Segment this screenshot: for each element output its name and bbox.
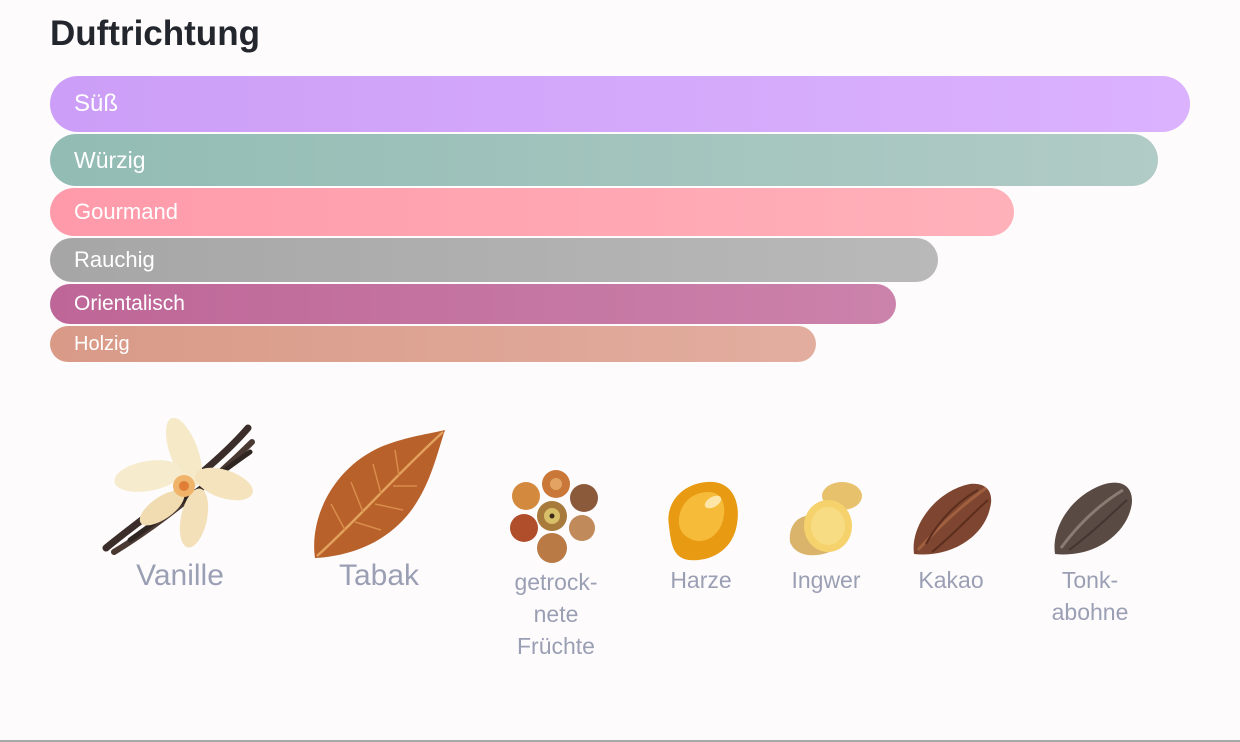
ingredient-tabak: Tabak bbox=[305, 426, 453, 592]
ingredient-label: Vanille bbox=[136, 559, 224, 592]
ingredient-label: Ingwer bbox=[791, 567, 861, 593]
scent-bar-label: Würzig bbox=[74, 146, 146, 173]
ingredient-harze: Harze bbox=[656, 478, 746, 596]
ingredient-ingwer: Ingwer bbox=[780, 476, 872, 596]
scent-bar-gourmand: Gourmand bbox=[50, 188, 1015, 236]
cocoa-pod-icon bbox=[913, 483, 992, 555]
scent-bar-label: Süß bbox=[74, 90, 119, 117]
ingredient-label: Tonk- abohne bbox=[1051, 567, 1129, 625]
tonka-bean-icon bbox=[1054, 482, 1132, 555]
ginger-icon bbox=[789, 482, 862, 556]
ingredient-fruechte: getrock- nete Früchte bbox=[500, 468, 612, 662]
vanilla-flower-icon bbox=[102, 417, 255, 555]
ingredient-tonkabohne: Tonk- abohne bbox=[1042, 478, 1138, 628]
resin-icon bbox=[668, 481, 738, 561]
bottom-divider bbox=[0, 740, 1240, 742]
ingredient-vanille: Vanille bbox=[100, 412, 260, 592]
scent-bar-rauchig: Rauchig bbox=[50, 238, 939, 282]
ingredient-kakao: Kakao bbox=[906, 478, 996, 596]
scent-bar-holzig: Holzig bbox=[50, 326, 817, 362]
scent-bar-suess: Süß bbox=[50, 76, 1190, 132]
dried-fruits-icon bbox=[510, 470, 598, 563]
ingredient-label: Tabak bbox=[338, 559, 420, 592]
scent-bar-wuerzig: Würzig bbox=[50, 134, 1159, 186]
section-title: Duftrichtung bbox=[50, 14, 260, 53]
ingredient-label: getrock- nete Früchte bbox=[514, 569, 598, 659]
scent-bar-label: Rauchig bbox=[74, 247, 155, 272]
tobacco-leaf-icon bbox=[314, 430, 445, 558]
scent-bar-orientalisch: Orientalisch bbox=[50, 284, 896, 324]
scent-bar-label: Gourmand bbox=[74, 199, 178, 224]
scent-bar-label: Orientalisch bbox=[74, 292, 185, 315]
ingredient-label: Harze bbox=[670, 567, 732, 593]
scent-bar-label: Holzig bbox=[74, 332, 130, 355]
ingredient-label: Kakao bbox=[918, 567, 984, 593]
